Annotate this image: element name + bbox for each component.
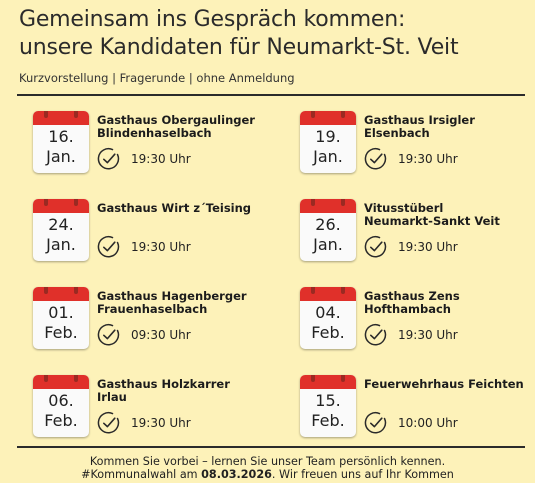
event-time-row: 09:30 Uhr: [97, 323, 191, 347]
event-item: 19. Jan. Gasthaus Irsigler Elsenbach 19:30 U…: [300, 111, 535, 191]
event-day: 04.: [315, 303, 341, 322]
event-day: 06.: [48, 391, 74, 410]
calendar-header: [33, 111, 89, 125]
event-venue: Gasthaus Wirt z´Teising: [97, 202, 251, 215]
event-day: 19.: [315, 127, 341, 146]
venue-name: Gasthaus Hagenberger: [97, 289, 247, 303]
venue-name: Gasthaus Obergaulinger: [97, 113, 255, 127]
event-day: 26.: [315, 215, 341, 234]
event-day: 16.: [48, 127, 74, 146]
clock-icon: [97, 236, 120, 258]
venue-name: Gasthaus Wirt z´Teising: [97, 201, 252, 215]
event-time-row: 19:30 Uhr: [97, 147, 191, 171]
clock-icon: [97, 412, 120, 434]
event-time-row: 19:30 Uhr: [97, 411, 191, 435]
event-time-row: 10:00 Uhr: [364, 411, 458, 435]
event-time-row: 19:30 Uhr: [364, 323, 458, 347]
event-time-row: 19:30 Uhr: [364, 235, 458, 259]
event-item: 15. Feb. Feuerwehrhaus Feichten 10:00 Uhr: [300, 375, 535, 455]
venue-name: Gasthaus Holzkarrer: [97, 377, 230, 391]
event-month: Feb.: [44, 411, 78, 430]
clock-icon: [97, 148, 120, 170]
event-time: 19:30 Uhr: [131, 240, 191, 254]
event-venue: Feuerwehrhaus Feichten: [364, 378, 524, 391]
footer-line-1: Kommen Sie vorbei – lernen Sie unser Tea…: [89, 455, 446, 468]
event-item: 04. Feb. Gasthaus Zens Hofthambach 19:30 Uhr: [300, 287, 535, 367]
event-time-row: 19:30 Uhr: [97, 235, 191, 259]
event-time: 19:30 Uhr: [398, 240, 458, 254]
calendar-icon: 01. Feb.: [33, 287, 89, 349]
calendar-icon: 19. Jan.: [300, 111, 356, 173]
clock-icon: [97, 324, 120, 346]
event-month: Jan.: [46, 235, 76, 254]
footer-hashtag-text: #Kommunalwahl am: [81, 468, 202, 481]
calendar-icon: 16. Jan.: [33, 111, 89, 173]
page-title: Gemeinsam ins Gespräch kommen: unsere Ka…: [19, 6, 459, 62]
event-month: Feb.: [311, 411, 345, 430]
title-line-2: unsere Kandidaten für Neumarkt-St. Veit: [19, 35, 459, 60]
divider-bottom: [17, 446, 525, 448]
footer: Kommen Sie vorbei – lernen Sie unser Tea…: [0, 455, 535, 481]
event-time: 19:30 Uhr: [398, 328, 458, 342]
calendar-header: [300, 287, 356, 301]
clock-icon: [364, 148, 387, 170]
calendar-header: [33, 199, 89, 213]
event-venue: Gasthaus Irsigler Elsenbach: [364, 114, 475, 140]
clock-icon: [364, 412, 387, 434]
venue-location: Frauenhaselbach: [97, 302, 208, 316]
event-venue: Gasthaus Holzkarrer Irlau: [97, 378, 230, 404]
event-month: Jan.: [313, 147, 343, 166]
event-time: 19:30 Uhr: [131, 152, 191, 166]
event-venue: Gasthaus Zens Hofthambach: [364, 290, 460, 316]
event-item: 16. Jan. Gasthaus Obergaulinger Blindenhase…: [33, 111, 273, 191]
event-month: Jan.: [313, 235, 343, 254]
event-day: 15.: [315, 391, 341, 410]
event-venue: Gasthaus Hagenberger Frauenhaselbach: [97, 290, 247, 316]
event-month: Jan.: [46, 147, 76, 166]
venue-name: Feuerwehrhaus Feichten: [364, 377, 524, 391]
event-day: 24.: [48, 215, 74, 234]
calendar-header: [33, 287, 89, 301]
event-time: 19:30 Uhr: [131, 416, 191, 430]
calendar-icon: 26. Jan.: [300, 199, 356, 261]
clock-icon: [364, 236, 387, 258]
venue-location: Elsenbach: [364, 126, 430, 140]
calendar-icon: 06. Feb.: [33, 375, 89, 437]
event-time: 09:30 Uhr: [131, 328, 191, 342]
venue-location: Neumarkt-Sankt Veit: [364, 214, 500, 228]
calendar-header: [300, 375, 356, 389]
event-venue: Gasthaus Obergaulinger Blindenhaselbach: [97, 114, 255, 140]
calendar-icon: 15. Feb.: [300, 375, 356, 437]
calendar-header: [300, 111, 356, 125]
clock-icon: [364, 324, 387, 346]
event-item: 06. Feb. Gasthaus Holzkarrer Irlau 19:30 Uhr: [33, 375, 273, 455]
footer-closing-text: . Wir freuen uns auf Ihr Kommen: [271, 468, 454, 481]
event-item: 01. Feb. Gasthaus Hagenberger Frauenhaselba…: [33, 287, 273, 367]
calendar-header: [300, 199, 356, 213]
venue-name: Vitusstüberl: [364, 201, 444, 215]
calendar-icon: 24. Jan.: [33, 199, 89, 261]
venue-name: Gasthaus Zens: [364, 289, 460, 303]
calendar-icon: 04. Feb.: [300, 287, 356, 349]
event-time: 10:00 Uhr: [398, 416, 458, 430]
footer-line-2: #Kommunalwahl am 08.03.2026. Wir freuen …: [0, 468, 535, 481]
event-time: 19:30 Uhr: [398, 152, 458, 166]
event-item: 26. Jan. Vitusstüberl Neumarkt-Sankt Veit 19…: [300, 199, 535, 279]
event-day: 01.: [48, 303, 74, 322]
event-item: 24. Jan. Gasthaus Wirt z´Teising 19:30 Uhr: [33, 199, 273, 279]
venue-location: Irlau: [97, 390, 127, 404]
venue-location: Blindenhaselbach: [97, 126, 212, 140]
venue-name: Gasthaus Irsigler: [364, 113, 475, 127]
event-month: Feb.: [311, 323, 345, 342]
event-venue: Vitusstüberl Neumarkt-Sankt Veit: [364, 202, 500, 228]
title-line-1: Gemeinsam ins Gespräch kommen:: [19, 7, 406, 32]
event-time-row: 19:30 Uhr: [364, 147, 458, 171]
event-month: Feb.: [44, 323, 78, 342]
venue-location: Hofthambach: [364, 302, 451, 316]
calendar-header: [33, 375, 89, 389]
election-date: 08.03.2026: [201, 468, 272, 481]
subtitle: Kurzvorstellung | Fragerunde | ohne Anme…: [19, 71, 295, 85]
divider-top: [17, 94, 525, 96]
